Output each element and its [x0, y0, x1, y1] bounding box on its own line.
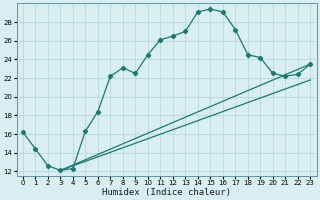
X-axis label: Humidex (Indice chaleur): Humidex (Indice chaleur) — [102, 188, 231, 197]
